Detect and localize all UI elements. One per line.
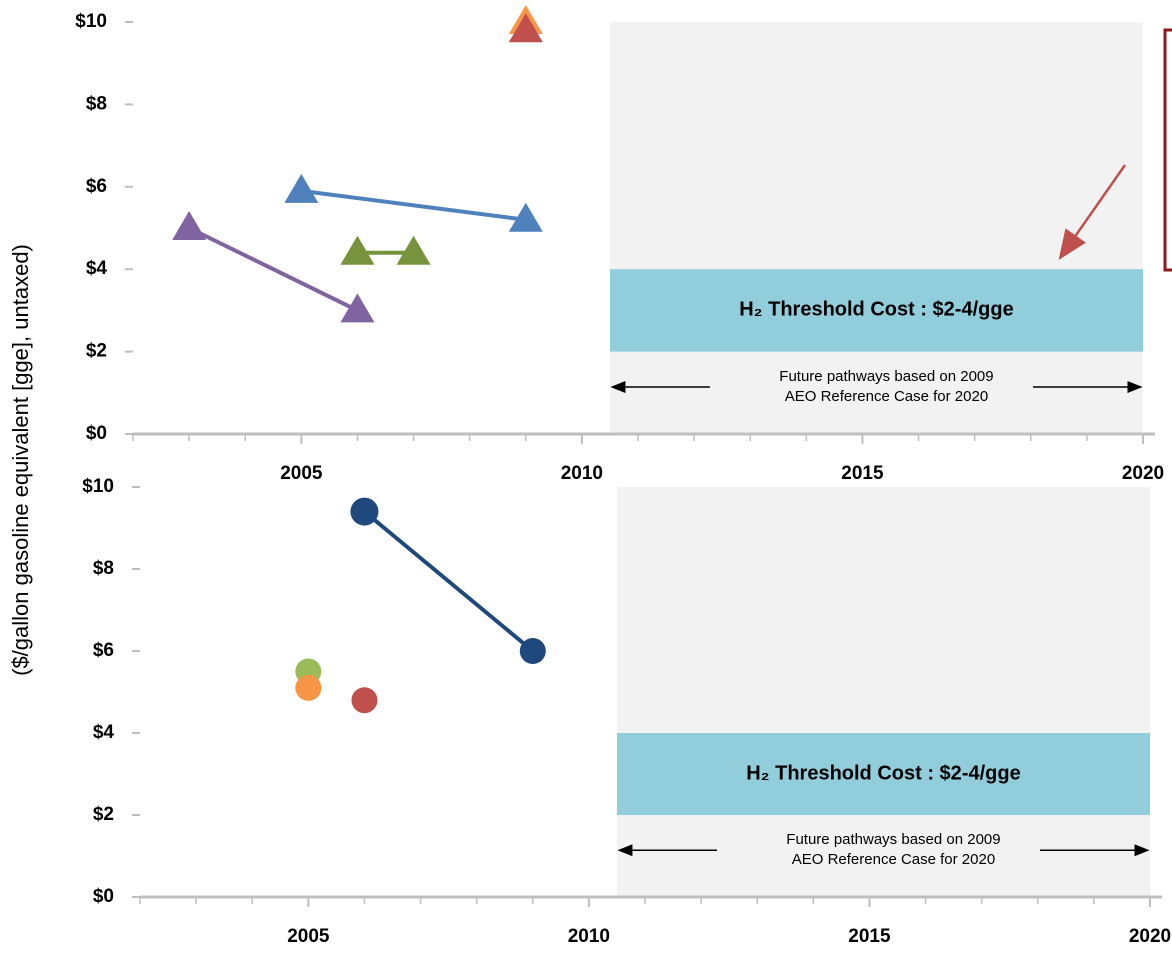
triangle-marker: [508, 202, 543, 232]
x-tick-label: 2010: [561, 463, 603, 484]
y-tick-label: $2: [93, 804, 114, 825]
y-tick-label: $8: [86, 93, 107, 114]
circle-marker: [350, 497, 379, 526]
bottom-panel: H₂ Threshold Cost : $2-4/gge Future pathw…: [82, 476, 1171, 947]
note-text: Future pathways based on 2009: [779, 368, 993, 385]
circle-marker: [295, 674, 322, 701]
y-tick-label: $6: [86, 176, 107, 197]
series-line: [188, 226, 359, 313]
series-line: [363, 510, 535, 653]
y-tick-label: $0: [93, 886, 114, 907]
x-tick-label: 2010: [568, 926, 610, 947]
x-tick-label: 2020: [1122, 463, 1164, 484]
triangle-marker: [284, 173, 319, 203]
threshold-band: [609, 269, 1143, 352]
band-label: H₂ Threshold Cost : $2-4/gge: [746, 762, 1020, 784]
triangle-marker: [396, 235, 431, 265]
top-panel: H₂ Threshold Cost : $2-4/gge Future pathw…: [75, 5, 1164, 484]
y-tick-label: $8: [93, 558, 114, 579]
triangle-marker: [340, 235, 375, 265]
note-text: AEO Reference Case for 2020: [785, 388, 988, 405]
y-tick-label: $10: [82, 476, 114, 497]
x-tick-label: 2015: [841, 463, 884, 484]
circle-marker: [519, 638, 546, 664]
y-tick-label: $2: [86, 341, 107, 362]
x-tick-label: 2020: [1129, 926, 1171, 947]
x-tick-label: 2015: [848, 926, 891, 947]
triangle-marker: [340, 293, 375, 323]
circle-marker: [351, 687, 378, 714]
threshold-band: [616, 733, 1150, 815]
note-text: AEO Reference Case for 2020: [792, 851, 995, 868]
shaded-region: [609, 22, 1143, 434]
series-line: [301, 188, 527, 222]
triangle-marker: [172, 211, 207, 240]
shaded-region: [616, 487, 1150, 897]
y-tick-label: $6: [93, 640, 114, 661]
y-axis-label: ($/gallon gasoline equivalent [gge], unt…: [8, 244, 33, 676]
note-text: Future pathways based on 2009: [786, 831, 1000, 848]
y-tick-label: $4: [93, 722, 115, 743]
triangle-marker: [508, 13, 543, 43]
y-tick-label: $0: [86, 423, 107, 444]
y-tick-label: $4: [86, 258, 108, 279]
band-label: H₂ Threshold Cost : $2-4/gge: [739, 299, 1013, 321]
callout-arrow: [1058, 164, 1127, 261]
callout-box: [1163, 28, 1172, 272]
x-tick-label: 2005: [280, 463, 323, 484]
x-tick-label: 2005: [287, 926, 330, 947]
y-tick-label: $10: [75, 11, 107, 32]
